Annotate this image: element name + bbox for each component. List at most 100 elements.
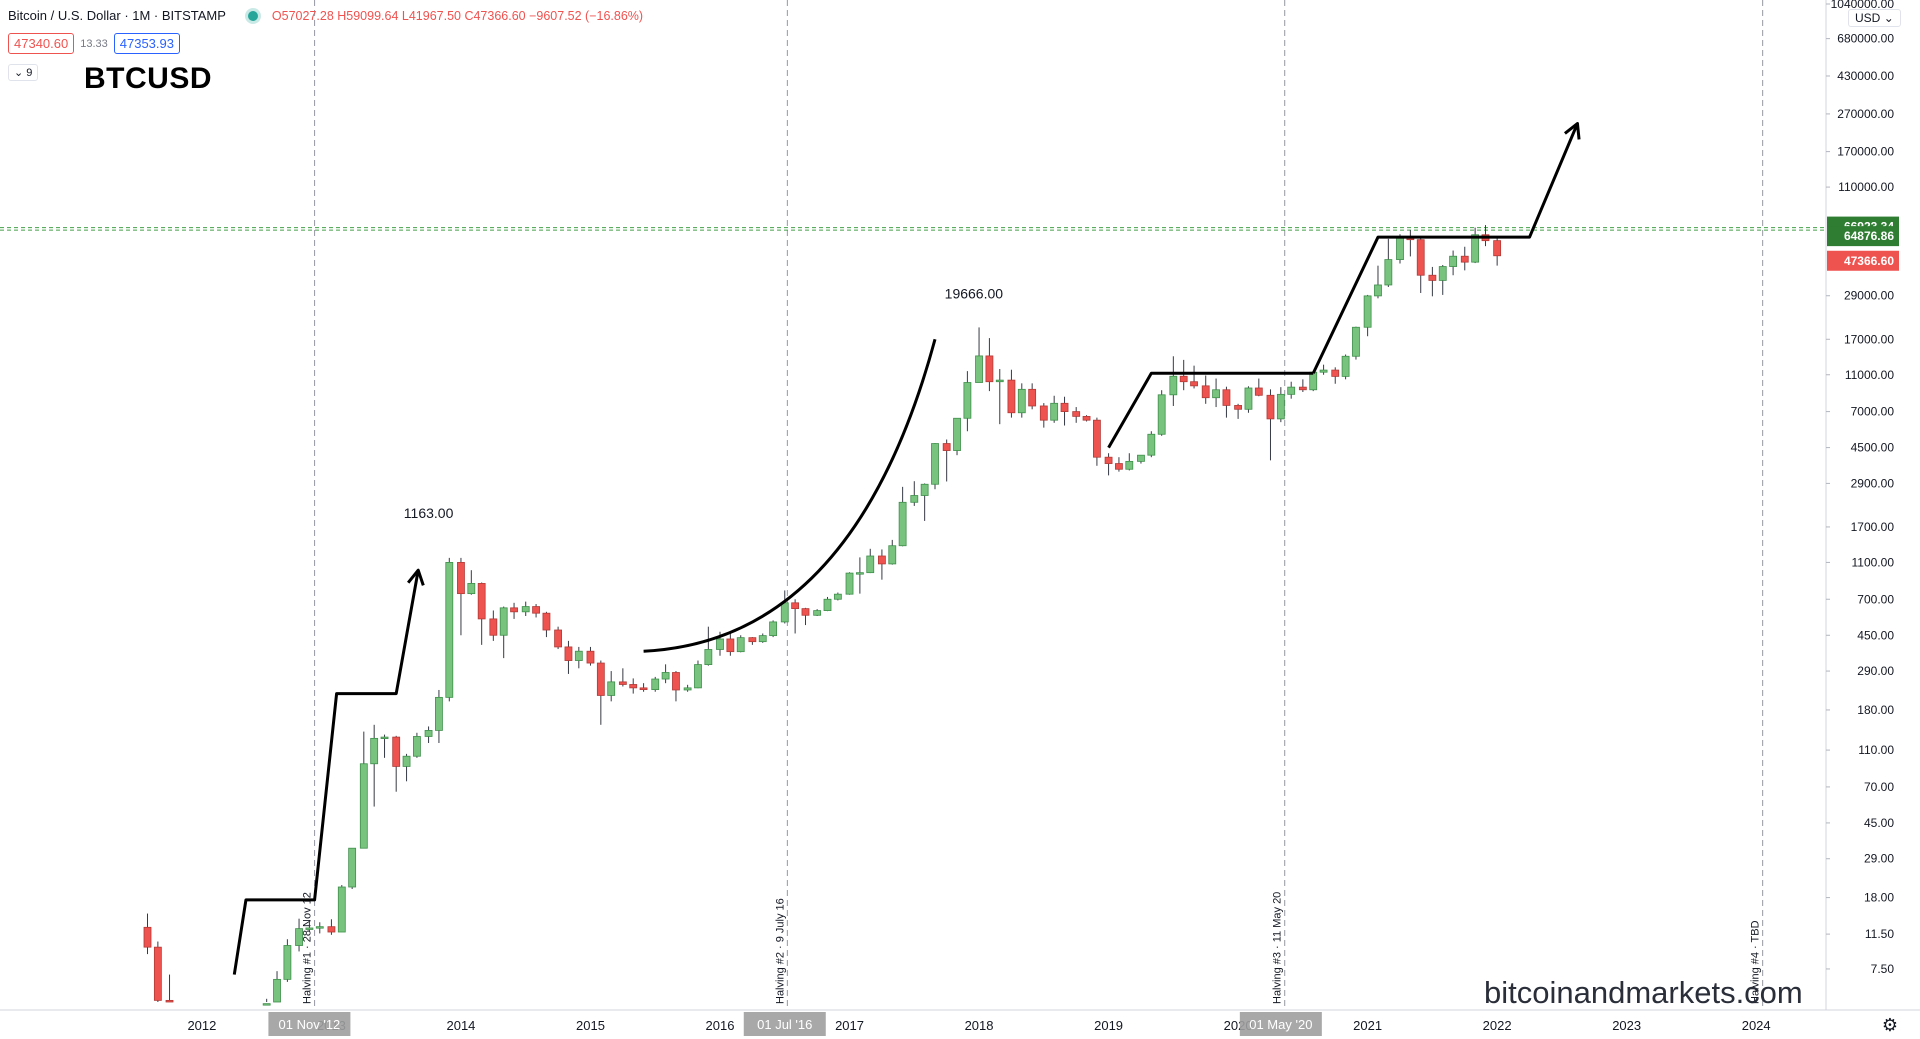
candle-up xyxy=(348,847,357,890)
price-tick-label: 290.00 xyxy=(1857,664,1894,678)
candle-body xyxy=(554,629,562,648)
price-tick-label: 1700.00 xyxy=(1851,520,1895,534)
candle-body xyxy=(1104,456,1113,464)
price-tag xyxy=(1827,250,1899,271)
candle-up xyxy=(1287,381,1296,399)
candle-up xyxy=(413,732,421,758)
candle-up xyxy=(315,922,324,934)
indicator-count: 9 xyxy=(26,67,33,79)
candle-body xyxy=(855,572,864,575)
price-tick-label: 1040000.00 xyxy=(1831,0,1895,11)
candle-up xyxy=(1471,227,1480,264)
price-tick-label: 1100.00 xyxy=(1852,555,1895,569)
candle-down xyxy=(1007,369,1016,418)
candle-body xyxy=(510,607,518,613)
candle-body xyxy=(315,926,324,929)
candle-body xyxy=(1115,463,1123,470)
candle-body xyxy=(1460,255,1469,263)
candle-body xyxy=(963,382,972,419)
candle-up xyxy=(1384,238,1393,287)
price-tag xyxy=(1827,226,1899,247)
buy-price-button[interactable]: 47353.93 xyxy=(113,33,180,54)
candle-up xyxy=(1352,326,1360,360)
candle-body xyxy=(327,926,336,933)
time-axis: 2012201320142015201620172018201920202021… xyxy=(0,1009,1920,1039)
candle-body xyxy=(532,606,540,614)
date-badge xyxy=(268,1012,351,1036)
price-tick-label: 29.00 xyxy=(1864,852,1894,866)
symbol-title[interactable]: Bitcoin / U.S. Dollar · 1M · BITSTAMP xyxy=(8,8,226,23)
candle-down xyxy=(1190,365,1198,389)
indicators-toggle[interactable]: ⌄ 9 xyxy=(8,64,39,81)
candle-down xyxy=(985,338,994,392)
candle-body xyxy=(402,755,411,767)
candle-body xyxy=(1082,415,1091,421)
candle-up xyxy=(888,539,897,565)
candle-body xyxy=(1331,369,1340,377)
candle-body xyxy=(586,650,595,664)
time-tick-label: 2014 xyxy=(446,1018,475,1033)
price-tick-label: 70.00 xyxy=(1864,780,1894,794)
candle-body xyxy=(704,649,713,665)
candle-up xyxy=(683,684,692,692)
candle-body xyxy=(618,681,627,685)
candle-body xyxy=(672,672,680,691)
candle-body xyxy=(898,501,907,547)
price-annotation: 1163.00 xyxy=(404,505,454,521)
candle-body xyxy=(1137,454,1145,462)
candle-body xyxy=(1449,255,1458,267)
candle-body xyxy=(716,638,724,650)
candle-body xyxy=(1287,386,1296,395)
candle-body xyxy=(1072,411,1081,417)
candle-body xyxy=(489,618,498,636)
gear-icon[interactable]: ⚙ xyxy=(1881,1014,1899,1035)
price-tick-label: 110.00 xyxy=(1858,743,1894,757)
candle-down xyxy=(165,974,174,1003)
price-tick-label: 7000.00 xyxy=(1851,405,1895,419)
candle-down xyxy=(1481,225,1490,247)
candle-down xyxy=(1028,383,1037,410)
candle-down xyxy=(1234,403,1242,419)
currency-selector[interactable]: USD ⌄ xyxy=(1848,9,1901,27)
candle-up xyxy=(1363,294,1372,337)
candle-down xyxy=(1331,367,1340,384)
candle-up xyxy=(1438,264,1447,295)
candle-body xyxy=(1309,371,1318,391)
candle-body xyxy=(370,737,379,765)
candle-up xyxy=(931,443,939,490)
halving-label: Halving #2 · 9 July 16 xyxy=(774,898,786,1004)
candle-up xyxy=(1050,395,1059,423)
sell-price-button[interactable]: 47340.60 xyxy=(8,33,75,54)
candle-body xyxy=(1201,385,1210,399)
candle-body xyxy=(758,635,767,643)
price-tick-label: 45.00 xyxy=(1864,816,1894,830)
candle-down xyxy=(629,678,638,694)
candle-up xyxy=(1169,356,1178,406)
candle-body xyxy=(413,736,421,757)
candle-body xyxy=(1384,259,1393,286)
watermark: bitcoinandmarkets.com xyxy=(1484,975,1803,1010)
candle-up xyxy=(910,481,919,506)
price-tick-label: 170000.00 xyxy=(1837,145,1894,159)
candle-down xyxy=(327,919,336,935)
candle-down xyxy=(457,557,465,636)
candle-up xyxy=(1244,386,1253,413)
date-badge xyxy=(1239,1012,1322,1036)
candle-down xyxy=(489,610,498,641)
candle-body xyxy=(651,678,660,691)
candle-up xyxy=(359,731,368,849)
candle-down xyxy=(143,913,152,955)
candle-down xyxy=(672,671,680,702)
candle-body xyxy=(1179,375,1188,383)
time-tick-label: 2018 xyxy=(965,1018,994,1033)
candle-body xyxy=(736,637,745,653)
candle-body xyxy=(1416,239,1425,276)
date-badge-label: 01 Nov '12 xyxy=(279,1017,341,1032)
price-tick-label: 11000.00 xyxy=(1845,368,1894,382)
price-tick-label: 430000.00 xyxy=(1837,69,1894,83)
candle-up xyxy=(769,620,778,638)
candle-down xyxy=(564,640,573,674)
currency-label: USD xyxy=(1855,11,1881,25)
candle-up xyxy=(694,660,702,689)
